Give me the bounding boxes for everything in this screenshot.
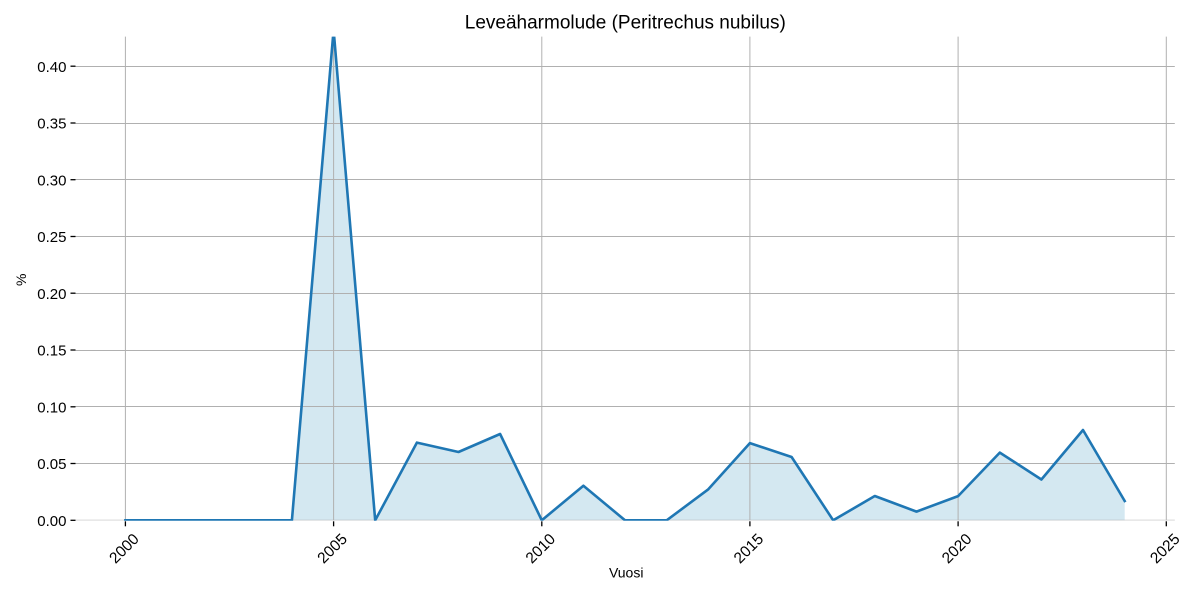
- svg-text:0.25: 0.25: [37, 229, 66, 246]
- svg-text:0.20: 0.20: [37, 286, 66, 303]
- svg-text:0.40: 0.40: [37, 59, 66, 76]
- svg-text:Vuosi: Vuosi: [609, 565, 644, 581]
- svg-text:0.30: 0.30: [37, 172, 66, 189]
- svg-text:0.00: 0.00: [37, 513, 66, 530]
- svg-text:0.15: 0.15: [37, 343, 66, 360]
- svg-text:0.05: 0.05: [37, 456, 66, 473]
- svg-text:Leveäharmolude (Peritrechus nu: Leveäharmolude (Peritrechus nubilus): [465, 12, 786, 33]
- svg-text:0.10: 0.10: [37, 400, 66, 417]
- svg-text:0.35: 0.35: [37, 116, 66, 133]
- svg-text:%: %: [13, 274, 29, 286]
